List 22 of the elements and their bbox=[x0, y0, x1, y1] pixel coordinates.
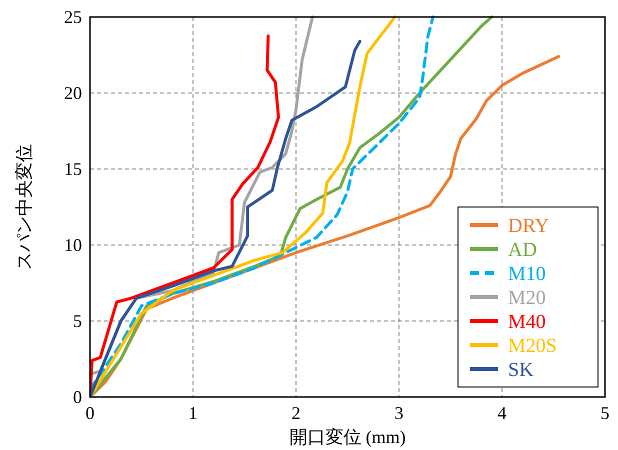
x-tick-label: 1 bbox=[188, 403, 198, 423]
legend-label: M10 bbox=[508, 263, 546, 285]
legend-label: M20 bbox=[508, 287, 546, 309]
y-tick-label: 25 bbox=[64, 7, 82, 27]
x-tick-label: 5 bbox=[600, 403, 610, 423]
y-tick-label: 15 bbox=[64, 159, 82, 179]
y-axis-title: スパン中央変位 bbox=[14, 144, 34, 270]
y-tick-label: 10 bbox=[64, 235, 82, 255]
legend-label: SK bbox=[508, 359, 534, 381]
x-tick-label: 3 bbox=[394, 403, 404, 423]
x-tick-label: 0 bbox=[86, 403, 94, 423]
legend-label: DRY bbox=[508, 215, 550, 237]
y-tick-label: 0 bbox=[73, 387, 82, 407]
line-series bbox=[90, 40, 362, 397]
x-axis-title: 開口変位 (mm) bbox=[289, 427, 406, 447]
x-tick-label: 2 bbox=[292, 403, 300, 423]
y-tick-label: 5 bbox=[73, 311, 82, 331]
x-tick-label: 4 bbox=[498, 403, 506, 423]
y-tick-label: 20 bbox=[64, 83, 82, 103]
legend-label: AD bbox=[508, 239, 537, 261]
legend-label: M40 bbox=[508, 311, 546, 333]
legend-label: M20S bbox=[508, 335, 557, 357]
